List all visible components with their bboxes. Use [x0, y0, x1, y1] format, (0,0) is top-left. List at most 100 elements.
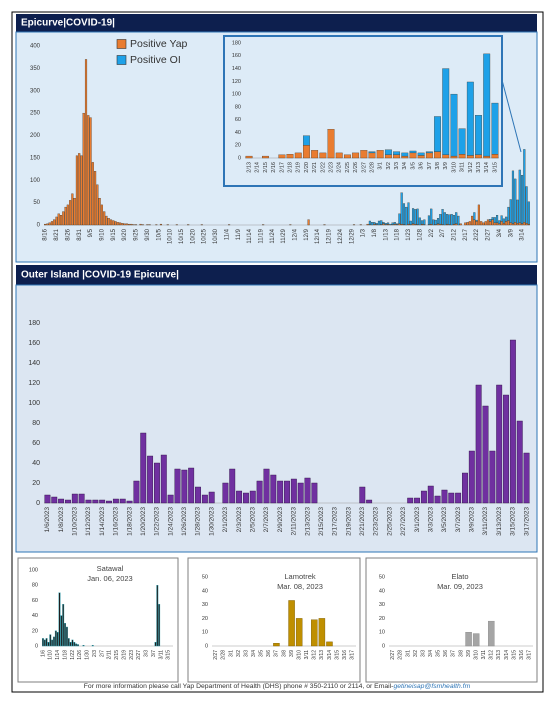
bar — [502, 218, 505, 224]
bar — [518, 169, 521, 223]
x-tick-label: 1/18/2023 — [126, 507, 133, 536]
bar — [133, 480, 140, 504]
bar — [507, 220, 510, 226]
bar — [446, 214, 449, 225]
bar — [505, 216, 508, 222]
bar — [242, 492, 249, 504]
x-tick-label: 11/29 — [281, 228, 287, 243]
bar — [496, 215, 499, 223]
bar — [368, 152, 376, 159]
header-bar — [16, 265, 537, 285]
bar — [286, 154, 294, 159]
x-tick-label: 3/4 — [251, 650, 257, 657]
x-tick-label: 2/12 — [451, 228, 457, 240]
bar — [414, 209, 417, 225]
x-tick-label: 1/6 — [40, 650, 46, 657]
bar — [91, 162, 94, 226]
footer-email: getineisap@fsmhealth.fm — [393, 683, 470, 690]
bar — [366, 499, 373, 504]
y-tick-label: 50 — [33, 200, 40, 206]
bar — [195, 486, 201, 504]
bar — [297, 482, 304, 504]
x-tick-label: 3/6 — [419, 162, 425, 170]
bar — [523, 149, 526, 223]
x-tick-label: 2/21/2023 — [359, 507, 366, 536]
bar — [382, 222, 385, 224]
header-bar — [16, 14, 537, 32]
x-tick-label: 10/5 — [156, 228, 162, 240]
x-tick-label: 1/20/2023 — [140, 507, 147, 536]
y-tick-label: 300 — [30, 88, 41, 94]
bar — [59, 215, 63, 226]
x-tick-label: 2/7 — [99, 650, 105, 657]
bar — [249, 490, 256, 504]
x-tick-label: 3/15 — [334, 650, 340, 660]
x-tick-label: 3/1 — [228, 650, 234, 657]
bar — [509, 339, 516, 504]
x-tick-label: 1/22 — [70, 650, 76, 660]
y-tick-label: 140 — [232, 66, 241, 72]
x-tick-label: 2/22 — [320, 162, 326, 173]
bar — [159, 223, 163, 226]
x-tick-label: 1/10 — [48, 650, 54, 660]
x-tick-label: 1/26 — [77, 650, 83, 660]
bar — [44, 494, 51, 504]
bar — [167, 494, 174, 504]
bar — [523, 222, 526, 226]
bar — [69, 200, 72, 226]
bar — [475, 219, 478, 222]
x-tick-label: 3/5/2023 — [441, 507, 448, 533]
x-tick-label: 3/11 — [460, 162, 466, 172]
bar — [496, 222, 499, 226]
x-tick-label: 3/3 — [243, 650, 249, 657]
bar — [154, 462, 160, 504]
bar — [92, 499, 99, 504]
x-tick-label: 3/16 — [342, 650, 348, 660]
bar — [516, 199, 519, 224]
x-tick-label: 1/26/2023 — [181, 507, 188, 536]
footer: For more information please call Yap Dep… — [84, 683, 471, 690]
x-tick-label: 1/8 — [372, 228, 378, 237]
bar — [457, 215, 460, 226]
legend-swatch — [116, 55, 127, 65]
bar — [516, 223, 519, 226]
bar — [459, 223, 462, 226]
bar — [489, 219, 492, 222]
bar — [500, 215, 503, 222]
x-tick-label: 2/25/2023 — [386, 507, 393, 536]
x-tick-label: 2/23 — [328, 162, 334, 173]
bar — [303, 145, 310, 159]
bar — [505, 221, 508, 226]
y-tick-label: 200 — [30, 133, 41, 139]
bar — [154, 642, 157, 647]
y-tick-label: 60 — [235, 117, 241, 123]
y-tick-label: 20 — [235, 143, 241, 149]
x-tick-label: 3/9 — [289, 650, 295, 657]
y-tick-label: 400 — [30, 44, 41, 50]
bar — [477, 204, 480, 226]
x-tick-label: 3/4 — [428, 650, 434, 657]
bar — [75, 155, 78, 226]
bar — [482, 405, 489, 504]
y-tick-label: 40 — [379, 588, 385, 594]
x-tick-label: 1/6/2023 — [44, 507, 51, 533]
chart-subtitle: Mar. 09, 2023 — [437, 582, 483, 591]
x-tick-label: 3/2 — [413, 650, 419, 657]
chart-title: Outer Island |COVID-19 Epicurve| — [21, 270, 179, 281]
bar — [491, 219, 494, 226]
y-tick-label: 250 — [30, 111, 41, 117]
bar — [400, 192, 403, 225]
y-tick-label: 40 — [202, 588, 208, 594]
bar — [468, 221, 471, 226]
x-tick-label: 1/23 — [406, 228, 412, 240]
x-tick-label: 3/5 — [259, 650, 265, 657]
x-tick-label: 2/20 — [304, 162, 310, 173]
bar — [270, 474, 277, 504]
bar — [89, 117, 92, 226]
bar — [423, 219, 426, 225]
x-tick-label: 2/16 — [271, 162, 277, 173]
bar — [54, 630, 57, 647]
footer-text: For more information please call Yap Dep… — [84, 683, 394, 690]
bar — [434, 219, 437, 225]
x-tick-label: 1/16/2023 — [113, 507, 120, 536]
